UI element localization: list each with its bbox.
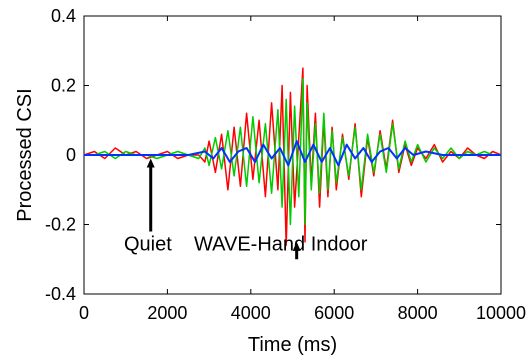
- x-tick-label: 0: [79, 303, 89, 323]
- quiet-arrow-head: [146, 158, 155, 168]
- series-layer: [83, 67, 502, 247]
- wave-hand-arrow-head: [292, 241, 301, 251]
- annotation-quiet: Quiet: [124, 234, 172, 256]
- x-tick-label: 6000: [314, 303, 354, 323]
- annotation-layer: Quiet WAVE-Hand Indoor: [124, 158, 368, 260]
- y-tick-label: 0.4: [51, 6, 76, 26]
- y-tick-label: -0.4: [45, 284, 76, 304]
- y-axis-title: Processed CSI: [14, 88, 36, 221]
- series-line-3: [84, 140, 501, 167]
- y-tick-label: 0.2: [51, 76, 76, 96]
- x-tick-label: 8000: [398, 303, 438, 323]
- y-tick-label: -0.2: [45, 215, 76, 235]
- x-tick-label: 4000: [231, 303, 271, 323]
- x-tick-label: 10000: [476, 303, 526, 323]
- x-axis-title: Time (ms): [248, 334, 337, 356]
- y-tick-label: 0: [66, 145, 76, 165]
- series-line-2: [84, 77, 501, 226]
- x-axis: 0 2000 4000 6000 8000 10000: [79, 16, 526, 323]
- x-tick-label: 2000: [147, 303, 187, 323]
- annotation-wave-hand-indoor: WAVE-Hand Indoor: [194, 234, 368, 256]
